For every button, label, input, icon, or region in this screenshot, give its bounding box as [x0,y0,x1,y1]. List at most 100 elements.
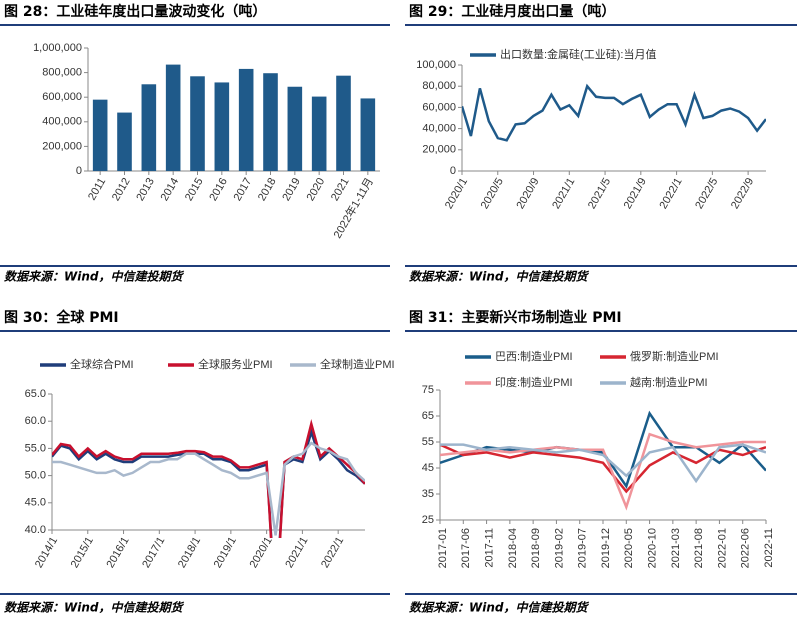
bar [214,82,230,171]
y-tick-label: 200,000 [42,140,82,152]
x-tick-label: 2014/1 [33,535,60,570]
y-tick-label: 100,000 [416,59,456,71]
legend-label: 全球服务业PMI [198,357,273,371]
x-tick-label: 2021-08 [693,528,705,568]
x-tick-label: 2012 [110,176,133,203]
y-tick-label: 80,000 [422,80,456,92]
bar [117,112,132,171]
y-tick-label: 400,000 [42,116,82,128]
x-tick-label: 2019-07 [577,528,589,568]
x-tick-label: 2017-06 [460,528,472,568]
y-tick-label: 800,000 [42,67,82,79]
series-line [462,83,766,142]
y-tick-label: 600,000 [42,91,82,103]
series-line [440,443,766,484]
series-line [440,443,766,494]
x-tick-label: 2021/1 [283,535,310,570]
y-tick-label: 50.0 [25,470,46,482]
x-tick-label: 2022-06 [740,528,752,568]
x-tick-label: 2018-09 [530,528,542,568]
x-tick-label: 2021/9 [622,176,649,211]
bar [287,86,303,171]
source: 数据来源：Wind，中信建投期货 [4,601,184,615]
x-tick-label: 2021-03 [670,528,682,568]
x-tick-label: 2020/1 [443,176,470,211]
legend-label: 全球综合PMI [70,357,134,371]
x-tick-label: 2017-01 [437,528,449,568]
y-tick-label: 35 [422,488,434,500]
x-tick-label: 2020-05 [623,528,635,568]
source: 数据来源：Wind，中信建投期货 [409,270,589,284]
y-tick-label: 1,000,000 [33,42,82,54]
y-tick-label: 0 [76,165,82,177]
x-tick-label: 2021/5 [586,176,613,211]
x-tick-label: 2021/1 [550,176,577,211]
y-tick-label: 65 [422,410,434,422]
x-tick-label: 2022/1 [657,176,684,211]
y-tick-label: 25 [422,514,434,526]
legend-label: 越南:制造业PMI [630,375,708,389]
bar [92,99,108,171]
bar [336,75,351,171]
series-line [52,441,365,536]
bar [263,73,278,171]
chart-title: 图 30：全球 PMI [4,309,119,326]
series-line [440,432,766,511]
y-tick-label: 40.0 [25,524,46,536]
x-tick-label: 2013 [134,176,157,203]
x-tick-label: 2019 [280,176,303,203]
y-tick-label: 75 [422,384,434,396]
bar [311,96,327,171]
x-tick-label: 2022/9 [729,176,756,211]
x-tick-label: 2018 [256,176,279,203]
legend-label: 俄罗斯:制造业PMI [630,349,719,363]
series-line [52,427,365,538]
x-tick-label: 2018/1 [176,535,203,570]
x-tick-label: 2020/5 [479,176,506,211]
x-tick-label: 2021 [329,176,352,203]
x-tick-label: 2017/1 [140,535,167,570]
x-tick-label: 2015 [183,176,206,203]
y-tick-label: 55 [422,436,434,448]
y-tick-label: 40,000 [422,123,456,135]
y-tick-label: 20,000 [422,144,456,156]
x-tick-label: 2011 [86,176,108,202]
y-tick-label: 60,000 [422,101,456,113]
legend-label: 全球制造业PMI [320,357,395,371]
series-line [52,418,365,538]
x-tick-label: 2022/1 [319,535,346,570]
bar [165,64,181,171]
y-tick-label: 0 [450,165,456,177]
x-tick-label: 2020-10 [646,528,658,568]
x-tick-label: 2020 [305,176,328,203]
y-tick-label: 45 [422,462,434,474]
chart-title: 图 28：工业硅年度出口量波动变化（吨） [4,3,266,20]
bar [190,76,205,171]
x-tick-label: 2022-11 [763,528,775,568]
chart-title: 图 29：工业硅月度出口量（吨） [409,3,615,20]
x-tick-label: 2018-04 [507,528,519,568]
x-tick-label: 2017-11 [483,528,495,568]
bar [141,84,157,171]
source: 数据来源：Wind，中信建投期货 [4,270,184,284]
y-tick-label: 45.0 [25,497,46,509]
x-tick-label: 2019-12 [600,528,612,568]
y-tick-label: 60.0 [25,415,46,427]
x-tick-label: 2019/1 [212,535,239,570]
y-tick-label: 55.0 [25,442,46,454]
x-tick-label: 2020/1 [248,535,275,570]
x-tick-label: 2017 [232,176,255,203]
x-tick-label: 2019-02 [553,528,565,568]
plot [462,83,766,142]
plot [440,410,766,511]
x-tick-label: 2016/1 [104,535,131,570]
x-tick-label: 2015/1 [69,535,96,570]
x-tick-label: 2014 [159,176,182,203]
legend-label: 出口数量:金属硅(工业硅):当月值 [500,47,656,61]
x-tick-label: 2016 [207,176,230,203]
source: 数据来源：Wind，中信建投期货 [409,601,589,615]
x-tick-label: 2022-01 [716,528,728,568]
bar [360,98,376,171]
